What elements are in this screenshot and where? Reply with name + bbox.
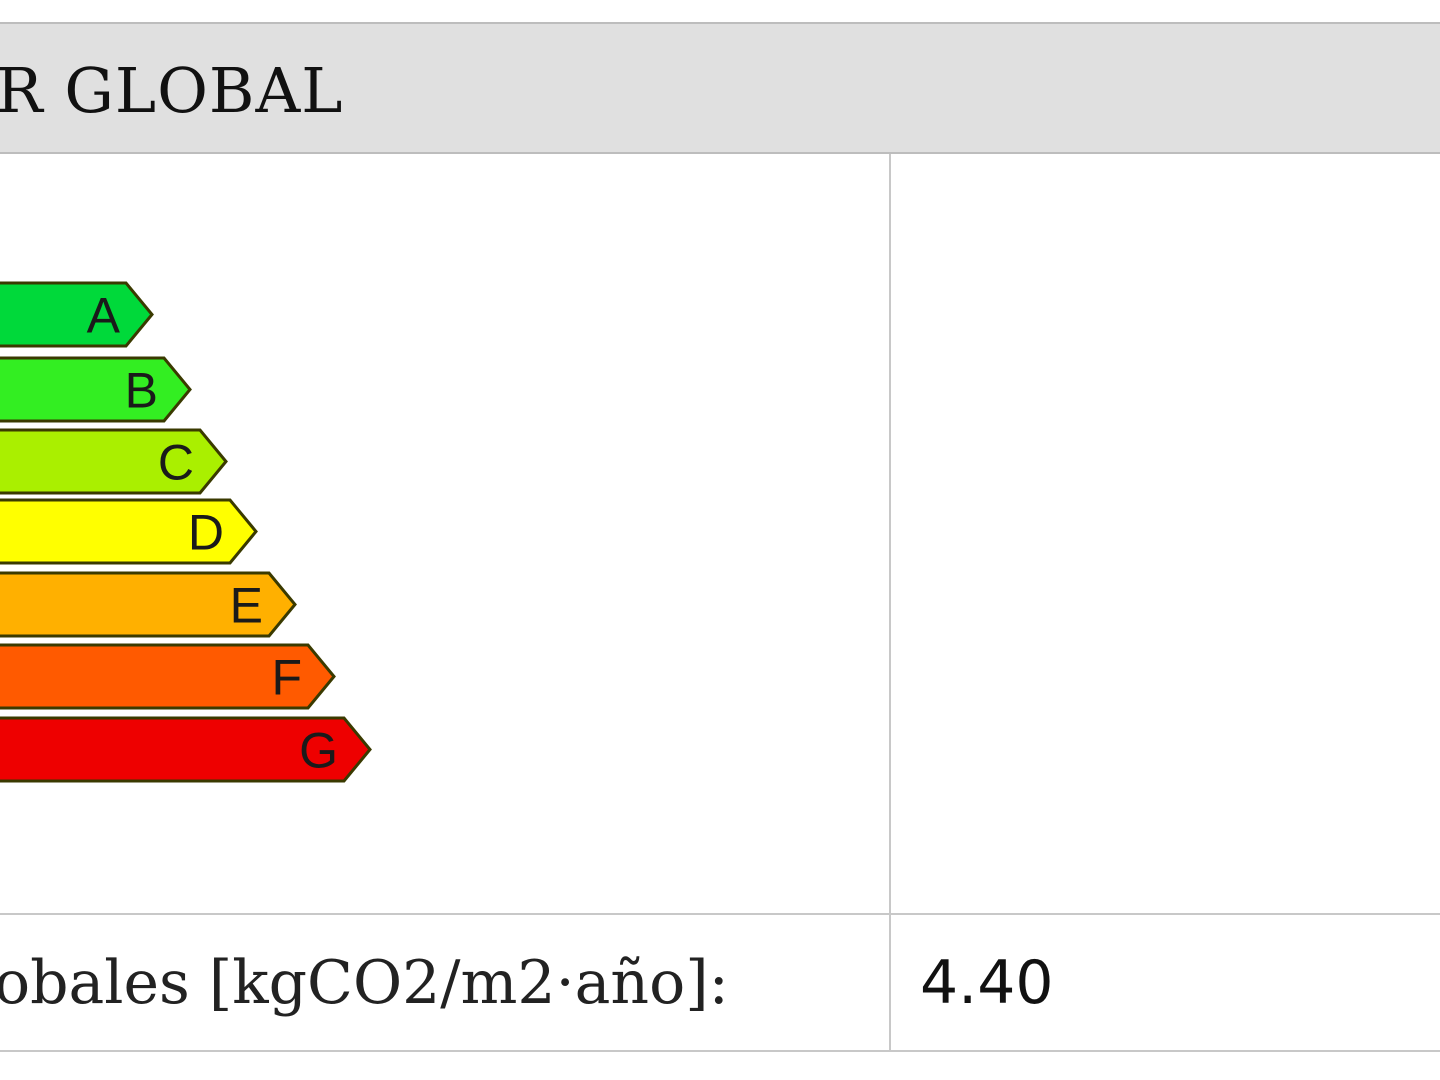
energy-class-label: G bbox=[299, 723, 338, 779]
energy-class-label: F bbox=[271, 650, 302, 706]
row-value: 4.40 bbox=[920, 948, 1054, 1018]
energy-class-arrow bbox=[0, 716, 372, 783]
energy-class-arrow bbox=[0, 428, 228, 495]
energy-class-arrow bbox=[0, 356, 192, 423]
energy-class-label: D bbox=[188, 505, 224, 561]
header-title: R GLOBAL bbox=[0, 54, 344, 127]
row-divider bbox=[0, 913, 1440, 915]
row-label: obales [kgCO2/m2·año]: bbox=[0, 948, 729, 1018]
energy-class-label: A bbox=[87, 288, 121, 344]
energy-class-arrow bbox=[0, 643, 336, 710]
energy-class-arrow bbox=[0, 281, 154, 348]
column-divider bbox=[889, 154, 891, 1052]
energy-class-label: E bbox=[230, 578, 263, 634]
section-header: R GLOBAL bbox=[0, 22, 1440, 154]
row-divider bbox=[0, 1050, 1440, 1052]
energy-class-arrow bbox=[0, 571, 297, 638]
energy-class-arrow bbox=[0, 498, 258, 565]
energy-class-label: B bbox=[125, 363, 158, 419]
energy-class-label: C bbox=[158, 435, 194, 491]
